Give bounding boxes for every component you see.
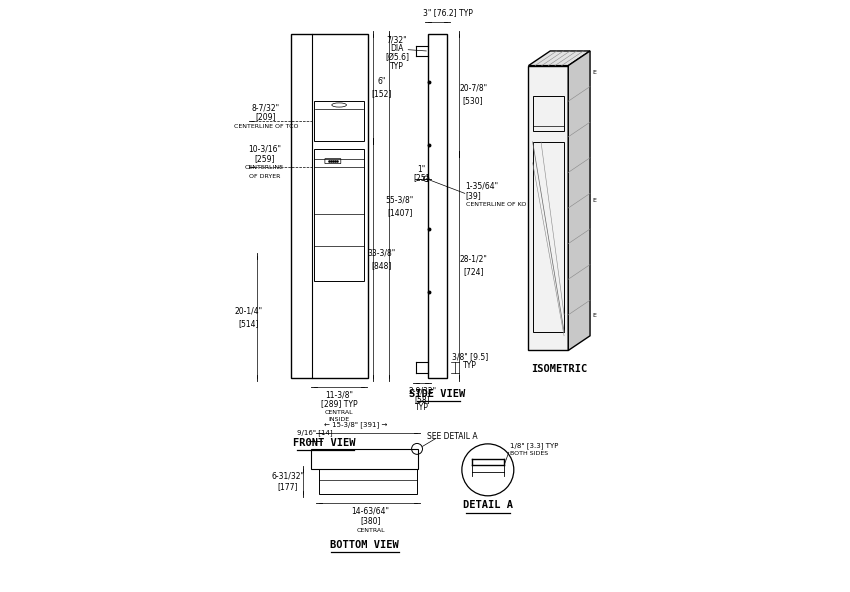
Text: 55-3/8": 55-3/8" [386,195,414,204]
Text: 11-3/8": 11-3/8" [326,391,353,400]
Text: BOTTOM VIEW: BOTTOM VIEW [330,540,399,550]
Text: E: E [592,70,596,75]
Text: [724]: [724] [463,268,484,276]
Text: [39]: [39] [466,191,481,200]
Text: [1407]: [1407] [388,208,412,217]
Text: TYP: TYP [390,62,404,71]
Text: TYP: TYP [415,403,429,413]
Text: TYP: TYP [463,362,477,371]
Text: OF DRYER: OF DRYER [249,173,280,179]
Text: 2-9/32": 2-9/32" [408,387,436,395]
Text: [530]: [530] [463,96,484,105]
Text: E: E [592,198,596,203]
Polygon shape [529,66,569,350]
Text: SIDE VIEW: SIDE VIEW [410,388,466,398]
Polygon shape [529,51,590,66]
Text: 1": 1" [417,165,426,174]
Text: [380]: [380] [360,516,381,526]
Polygon shape [569,51,590,350]
Text: 6-31/32": 6-31/32" [271,472,304,481]
Text: [209]: [209] [256,112,276,121]
Text: [848]: [848] [371,261,392,270]
Text: [177]: [177] [277,482,298,491]
Text: 7/32": 7/32" [387,36,407,45]
Text: CENTERLINE OF TCO: CENTERLINE OF TCO [234,124,298,128]
Text: ISOMETRIC: ISOMETRIC [531,364,587,374]
Text: CENTERLINE OF KO: CENTERLINE OF KO [466,202,526,207]
Text: E: E [592,313,596,318]
Text: [259]: [259] [254,154,275,163]
Text: 3" [76.2] TYP: 3" [76.2] TYP [423,8,473,17]
Text: [289] TYP: [289] TYP [320,399,358,408]
Text: 14-63/64": 14-63/64" [352,507,389,516]
Text: 6": 6" [377,77,386,86]
Text: 20-7/8": 20-7/8" [459,83,487,92]
Text: DETAIL A: DETAIL A [463,500,513,510]
Text: CENTRAL: CENTRAL [356,528,385,533]
Text: [152]: [152] [371,89,392,98]
Text: 8-7/32": 8-7/32" [252,103,280,112]
Text: [58]: [58] [414,395,430,404]
Text: 1-35/64": 1-35/64" [466,182,499,191]
Text: [25]: [25] [414,173,429,182]
Text: INSIDE: INSIDE [329,417,349,422]
Text: [514]: [514] [238,318,258,328]
Text: DIA: DIA [390,44,404,53]
Text: CENTERLINE: CENTERLINE [245,165,284,170]
Text: ← 15-3/8" [391] →: ← 15-3/8" [391] → [324,422,388,428]
Text: 28-1/2": 28-1/2" [459,255,487,264]
Text: 10-3/16": 10-3/16" [248,145,281,154]
Text: 1/8" [3.3] TYP: 1/8" [3.3] TYP [510,442,558,449]
Text: BOTH SIDES: BOTH SIDES [510,451,547,456]
Text: 20-1/4": 20-1/4" [234,306,263,315]
Text: SEE DETAIL A: SEE DETAIL A [428,432,478,441]
Text: 33-3/8": 33-3/8" [368,249,396,258]
Text: FRONT VIEW: FRONT VIEW [293,437,355,448]
Text: 9/16" [14]: 9/16" [14] [297,430,332,436]
Text: [Ø5.6]: [Ø5.6] [385,53,409,63]
Text: 3/8" [9.5]: 3/8" [9.5] [452,352,489,361]
Text: CENTRAL: CENTRAL [325,410,354,414]
